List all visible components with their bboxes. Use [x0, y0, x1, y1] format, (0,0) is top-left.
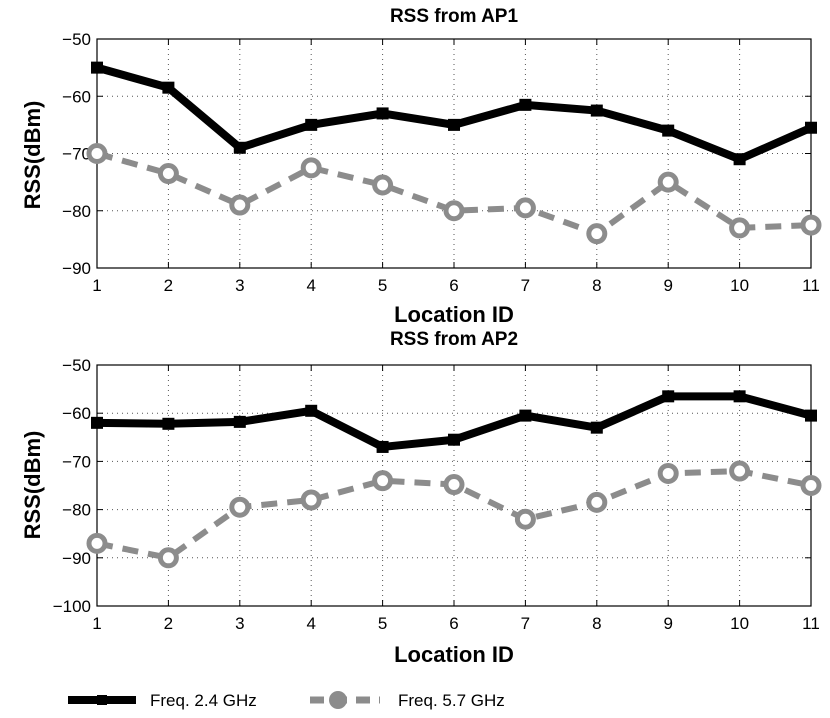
- x-tick-label: 5: [378, 614, 387, 633]
- data-point-57ghz: [586, 223, 608, 245]
- x-tick-label: 8: [592, 614, 601, 633]
- data-point-24ghz: [233, 415, 246, 428]
- x-tick-label: 6: [449, 614, 458, 633]
- x-tick-label: 5: [378, 276, 387, 295]
- x-tick-label: 4: [306, 276, 315, 295]
- y-tick-label: −60: [62, 87, 91, 106]
- data-point-57ghz: [800, 214, 822, 236]
- legend-label-24ghz: Freq. 2.4 GHz: [150, 691, 257, 710]
- data-point-57ghz: [157, 547, 179, 569]
- legend-marker-square-icon: [97, 695, 107, 705]
- chart-title: RSS from AP2: [390, 329, 518, 350]
- data-point-24ghz: [733, 153, 746, 166]
- x-tick-label: 11: [802, 614, 820, 633]
- data-point-24ghz: [162, 81, 175, 94]
- data-point-57ghz: [229, 194, 251, 216]
- data-point-24ghz: [519, 409, 532, 422]
- chart-panel-ap1: RSS from AP1 RSS(dBm) Location ID 1 2 3 4 5 6…: [20, 6, 822, 327]
- legend-label-57ghz: Freq. 5.7 GHz: [398, 691, 505, 710]
- data-point-57ghz: [372, 174, 394, 196]
- chart-title: RSS from AP1: [390, 6, 519, 27]
- data-point-24ghz: [590, 421, 603, 434]
- data-point-57ghz: [514, 197, 536, 219]
- y-tick-label: −80: [62, 202, 91, 221]
- x-tick-label: 9: [663, 614, 672, 633]
- x-tick-label: 3: [235, 614, 244, 633]
- data-point-57ghz: [443, 200, 465, 222]
- data-point-24ghz: [91, 61, 103, 74]
- y-tick-label: −50: [62, 356, 91, 375]
- data-point-24ghz: [662, 390, 675, 403]
- x-axis-label: Location ID: [394, 642, 514, 667]
- data-point-24ghz: [376, 440, 389, 453]
- y-tick-label: −70: [62, 452, 91, 471]
- y-axis-label: RSS(dBm): [20, 431, 45, 540]
- data-point-24ghz: [805, 409, 817, 422]
- data-point-24ghz: [91, 416, 103, 429]
- data-point-57ghz: [300, 489, 322, 511]
- data-point-24ghz: [590, 104, 603, 117]
- x-tick-label: 2: [164, 614, 173, 633]
- data-point-24ghz: [733, 390, 746, 403]
- data-point-24ghz: [233, 141, 246, 154]
- data-point-24ghz: [305, 404, 318, 417]
- data-point-57ghz: [800, 475, 822, 496]
- x-axis-label: Location ID: [394, 302, 514, 327]
- x-tick-label: 7: [521, 614, 530, 633]
- data-point-57ghz: [300, 157, 322, 179]
- data-point-57ghz: [86, 532, 108, 554]
- data-point-24ghz: [805, 121, 817, 134]
- x-tick-label: 6: [449, 276, 458, 295]
- x-tick-label: 11: [802, 276, 820, 295]
- y-tick-label: −90: [62, 259, 91, 278]
- data-point-24ghz: [662, 124, 675, 137]
- y-tick-label: −70: [62, 145, 91, 164]
- data-point-57ghz: [157, 163, 179, 185]
- data-point-57ghz: [657, 462, 679, 484]
- data-point-57ghz: [514, 508, 536, 530]
- x-tick-label: 10: [730, 276, 749, 295]
- data-point-24ghz: [519, 98, 532, 111]
- data-point-57ghz: [729, 217, 751, 239]
- data-point-24ghz: [305, 118, 318, 131]
- data-point-57ghz: [586, 491, 608, 513]
- data-point-24ghz: [448, 118, 460, 131]
- data-point-57ghz: [729, 460, 751, 482]
- legend: Freq. 2.4 GHz Freq. 5.7 GHz: [68, 691, 505, 710]
- y-tick-label: −90: [62, 549, 91, 568]
- x-tick-label: 1: [92, 276, 101, 295]
- data-point-57ghz: [372, 470, 394, 492]
- x-tick-label: 1: [92, 614, 101, 633]
- y-axis-label: RSS(dBm): [20, 101, 45, 210]
- x-tick-label: 7: [521, 276, 530, 295]
- data-point-57ghz: [443, 474, 465, 496]
- chart-panel-ap2: RSS from AP2 RSS(dBm) Location ID 1 2 3 4 5 6…: [20, 329, 822, 667]
- x-tick-label: 4: [306, 614, 315, 633]
- data-point-57ghz: [657, 171, 679, 193]
- legend-marker-circle-icon: [329, 691, 347, 709]
- y-tick-label: −50: [62, 30, 91, 49]
- x-tick-label: 2: [164, 276, 173, 295]
- y-tick-label: −80: [62, 501, 91, 520]
- data-point-57ghz: [229, 496, 251, 518]
- y-tick-label: −60: [62, 404, 91, 423]
- x-tick-label: 9: [663, 276, 672, 295]
- data-point-57ghz: [86, 143, 108, 164]
- plot-frame: [96, 38, 812, 269]
- y-tick-label: −100: [53, 597, 91, 616]
- data-point-24ghz: [376, 107, 389, 120]
- series-line-24ghz: [95, 63, 813, 164]
- series-line-57ghz: [96, 150, 812, 238]
- data-point-24ghz: [162, 417, 175, 430]
- x-tick-label: 10: [730, 614, 749, 633]
- data-point-24ghz: [448, 433, 460, 446]
- x-tick-label: 3: [235, 276, 244, 295]
- x-tick-label: 8: [592, 276, 601, 295]
